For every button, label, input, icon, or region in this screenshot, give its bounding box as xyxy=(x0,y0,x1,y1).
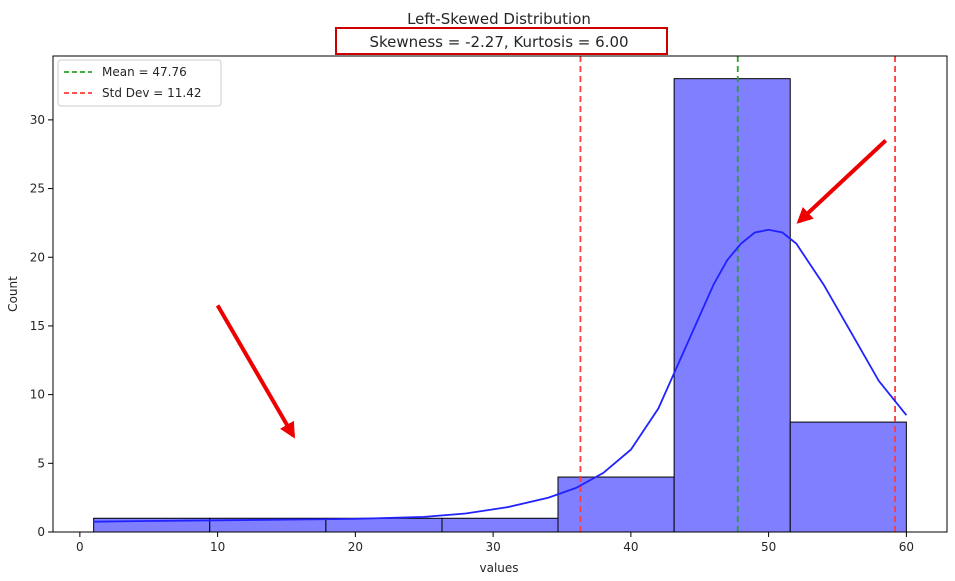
x-tick-label: 20 xyxy=(348,540,363,554)
legend-box xyxy=(57,59,222,107)
y-axis-ticks: 0 5 10 15 20 25 30 xyxy=(30,113,53,539)
chart-subtitle: Skewness = -2.27, Kurtosis = 6.00 xyxy=(369,33,628,51)
chart-title: Left-Skewed Distribution xyxy=(407,10,591,28)
legend-mean-label: Mean = 47.76 xyxy=(102,65,187,79)
y-tick-label: 30 xyxy=(30,113,45,127)
legend-std-label: Std Dev = 11.42 xyxy=(102,86,202,100)
x-tick-label: 30 xyxy=(485,540,500,554)
annotation-arrow xyxy=(796,139,888,224)
histogram-bar xyxy=(557,476,675,533)
x-tick-label: 50 xyxy=(761,540,776,554)
y-tick-label: 5 xyxy=(37,456,45,470)
histogram-bar xyxy=(673,78,791,533)
histogram-bar xyxy=(789,421,907,533)
kde-curve xyxy=(93,228,908,523)
histogram-bar xyxy=(325,517,443,533)
y-tick-label: 10 xyxy=(30,388,45,402)
histogram-bar xyxy=(441,517,559,533)
x-tick-label: 10 xyxy=(210,540,225,554)
x-tick-label: 0 xyxy=(76,540,84,554)
legend: Mean = 47.76 Std Dev = 11.42 xyxy=(57,59,222,107)
plot-frame xyxy=(52,55,948,533)
y-tick-label: 15 xyxy=(30,319,45,333)
annotation-arrow xyxy=(215,304,296,439)
y-tick-label: 20 xyxy=(30,250,45,264)
annotation-arrows xyxy=(215,139,888,439)
y-axis-label: Count xyxy=(6,276,20,312)
x-tick-label: 60 xyxy=(899,540,914,554)
y-tick-label: 25 xyxy=(30,182,45,196)
subtitle-highlight-box xyxy=(335,27,668,55)
histogram-bars xyxy=(93,78,907,533)
y-tick-label: 0 xyxy=(37,525,45,539)
x-tick-label: 40 xyxy=(623,540,638,554)
x-axis-label: values xyxy=(479,561,518,575)
x-axis-ticks: 0 10 20 30 40 50 60 xyxy=(76,532,914,554)
